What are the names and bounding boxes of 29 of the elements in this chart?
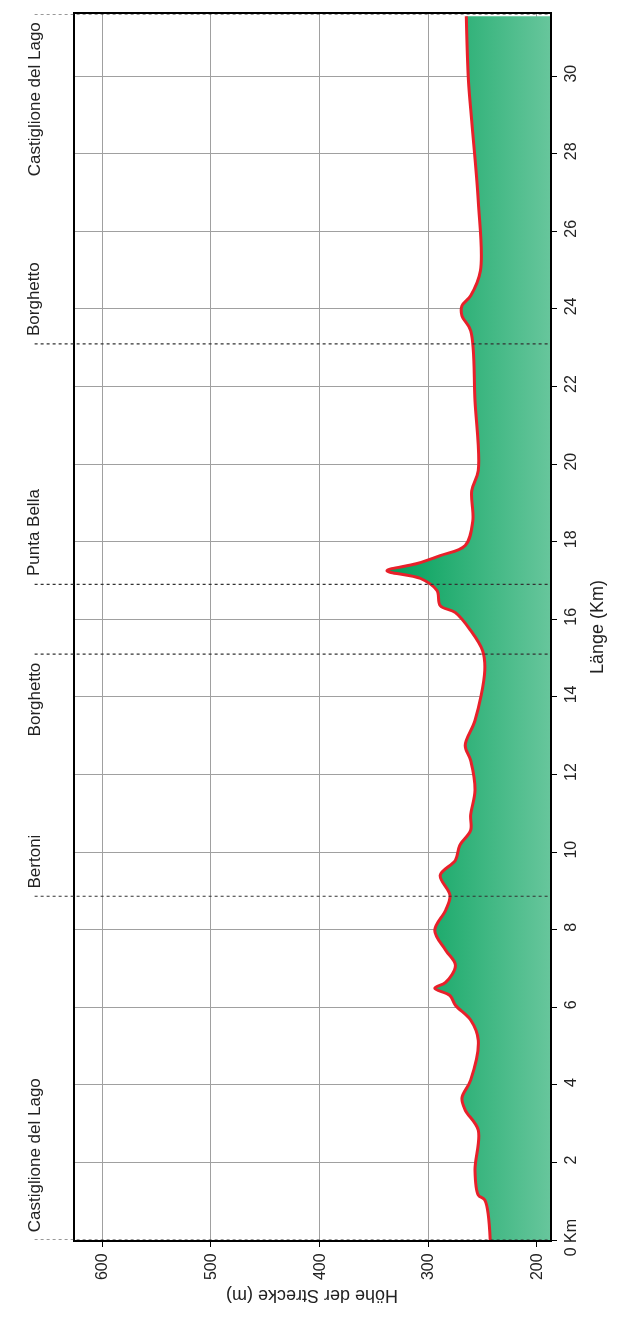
x-tick-label: 500 bbox=[202, 1253, 220, 1281]
x-axis-title: Höhe der Strecke (m) bbox=[225, 1286, 398, 1307]
x-tick-label: 300 bbox=[419, 1253, 437, 1281]
y-tick-label: 24 bbox=[562, 297, 580, 316]
y-tick-label: 0 Km bbox=[562, 1218, 580, 1257]
y-tick-label: 18 bbox=[562, 530, 580, 549]
x-tick-label: 200 bbox=[528, 1253, 546, 1281]
ref-line-label: Punta Bella bbox=[24, 488, 44, 577]
y-tick-label: 20 bbox=[562, 452, 580, 471]
y-tick-label: 4 bbox=[562, 1077, 580, 1087]
ref-line-label: Castiglione del Lago bbox=[25, 22, 45, 177]
y-tick-label: 8 bbox=[562, 922, 580, 932]
y-tick-label: 14 bbox=[562, 685, 580, 704]
ref-line-label: Castiglione del Lago bbox=[25, 1078, 45, 1233]
x-tick-label: 400 bbox=[310, 1253, 328, 1281]
y-tick-label: 28 bbox=[562, 142, 580, 161]
ref-line-label: Borghetto bbox=[24, 262, 44, 337]
ref-line-label: Borghetto bbox=[25, 662, 45, 737]
y-tick-label: 16 bbox=[562, 607, 580, 626]
ref-line-label: Bertoni bbox=[25, 834, 44, 889]
y-axis-title: Länge (Km) bbox=[586, 579, 607, 675]
y-tick-label: 10 bbox=[562, 840, 580, 859]
y-tick-label: 2 bbox=[562, 1155, 580, 1165]
x-tick-label: 600 bbox=[93, 1253, 111, 1281]
y-tick-label: 30 bbox=[562, 64, 580, 83]
y-tick-label: 26 bbox=[562, 219, 580, 238]
y-tick-label: 12 bbox=[562, 763, 580, 781]
y-tick-label: 22 bbox=[562, 375, 580, 393]
y-tick-label: 6 bbox=[562, 1000, 580, 1010]
